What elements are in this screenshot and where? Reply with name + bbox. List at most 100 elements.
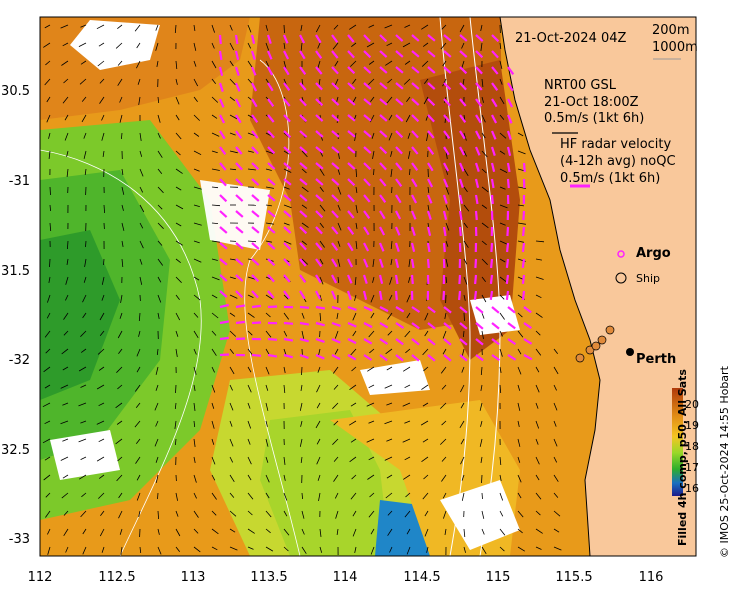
hf-radar-vector	[251, 210, 260, 218]
model-vector	[211, 474, 216, 481]
hf-radar-vector	[347, 210, 355, 219]
model-vector	[135, 456, 141, 464]
model-vector	[535, 312, 543, 318]
hf-radar-vector	[443, 146, 450, 156]
model-vector	[352, 510, 357, 517]
model-vector	[211, 546, 218, 551]
model-vector	[441, 24, 447, 30]
hf-radar-vector	[506, 130, 512, 140]
hf-radar-vector	[346, 274, 353, 284]
model-vector	[283, 492, 288, 501]
model-vector	[283, 312, 290, 320]
model-vector	[369, 492, 375, 498]
hf-radar-vector	[443, 354, 452, 362]
model-vector	[229, 546, 238, 551]
model-vector	[155, 42, 159, 51]
model-vector	[157, 186, 164, 194]
model-vector	[370, 312, 375, 319]
model-vector	[481, 294, 487, 303]
hf-radar-vector	[219, 226, 228, 234]
hf-radar-vector	[459, 146, 466, 156]
model-vector	[334, 330, 339, 339]
model-vector	[83, 150, 87, 159]
model-vector	[319, 546, 323, 553]
hf-radar-vector	[427, 82, 436, 90]
model-vector	[47, 528, 51, 535]
model-vector	[283, 42, 286, 49]
hf-radar-vector	[363, 338, 373, 345]
hf-radar-vector	[475, 130, 482, 140]
model-vector	[402, 42, 411, 48]
model-vector	[386, 438, 393, 442]
model-vector	[301, 528, 305, 535]
land-mass	[499, 17, 696, 556]
hf-radar-vector	[521, 258, 526, 269]
model-vector	[67, 240, 69, 250]
hf-radar-vector	[395, 322, 405, 329]
hf-radar-vector	[394, 242, 400, 252]
hf-radar-vector	[379, 194, 387, 203]
hf-radar-vector	[347, 50, 355, 59]
model-vector	[211, 438, 215, 445]
model-vector	[81, 114, 87, 123]
model-vector	[117, 330, 123, 339]
model-vector	[316, 402, 321, 409]
argo-label: Argo	[636, 246, 671, 261]
model-vector	[80, 384, 87, 388]
model-vector	[386, 474, 393, 479]
model-vector	[48, 132, 51, 139]
hf-radar-vector	[299, 194, 308, 202]
hf-radar-vector	[395, 354, 404, 362]
argo-legend-icon	[617, 250, 625, 258]
hf-radar-vector	[283, 194, 292, 202]
model-vector	[175, 204, 184, 210]
hf-radar-vector	[267, 66, 274, 76]
model-vector	[211, 312, 219, 319]
model-vector	[117, 24, 123, 30]
model-vector	[80, 348, 87, 353]
hf-radar-vector	[235, 242, 244, 250]
model-vector	[406, 312, 411, 319]
hf-radar-vector	[490, 242, 494, 253]
model-vector	[421, 60, 429, 67]
model-vector	[390, 258, 393, 265]
model-vector	[442, 492, 447, 499]
model-vector	[481, 222, 489, 229]
hf-radar-vector	[395, 82, 404, 90]
hf-radar-vector	[234, 82, 241, 92]
model-vector	[65, 546, 69, 553]
hf-radar-vector	[315, 258, 323, 267]
hf-radar-vector	[251, 321, 262, 325]
hf-radar-vector	[363, 226, 370, 236]
x-tick: 116	[638, 570, 664, 585]
model-vector	[44, 330, 51, 338]
hf-radar-vector	[523, 338, 533, 345]
hf-radar-vector	[299, 242, 307, 251]
model-vector	[352, 330, 357, 337]
hf-radar-vector	[235, 320, 246, 325]
model-vector	[444, 528, 447, 535]
hf-radar-vector	[363, 98, 372, 106]
model-vector	[480, 42, 483, 51]
model-vector	[247, 276, 256, 280]
model-vector	[403, 474, 411, 480]
model-vector	[479, 402, 483, 411]
model-vector	[301, 510, 305, 519]
hf-radar-vector	[363, 210, 371, 219]
model-vector	[229, 312, 236, 317]
model-vector	[384, 456, 393, 461]
hf-radar-vector	[235, 146, 243, 155]
model-vector	[229, 474, 235, 483]
hf-radar-vector	[315, 130, 324, 138]
model-vector	[301, 240, 307, 246]
hf-radar-vector	[506, 114, 513, 124]
model-vector	[229, 384, 233, 391]
hf-radar-vector	[347, 162, 356, 170]
hf-radar-vector	[427, 50, 436, 58]
hf-radar-vector	[251, 98, 258, 108]
model-vector	[174, 402, 177, 410]
model-vector	[116, 420, 123, 425]
model-vector	[211, 96, 219, 103]
hf-radar-vector	[442, 178, 449, 188]
model-vector	[301, 330, 305, 339]
